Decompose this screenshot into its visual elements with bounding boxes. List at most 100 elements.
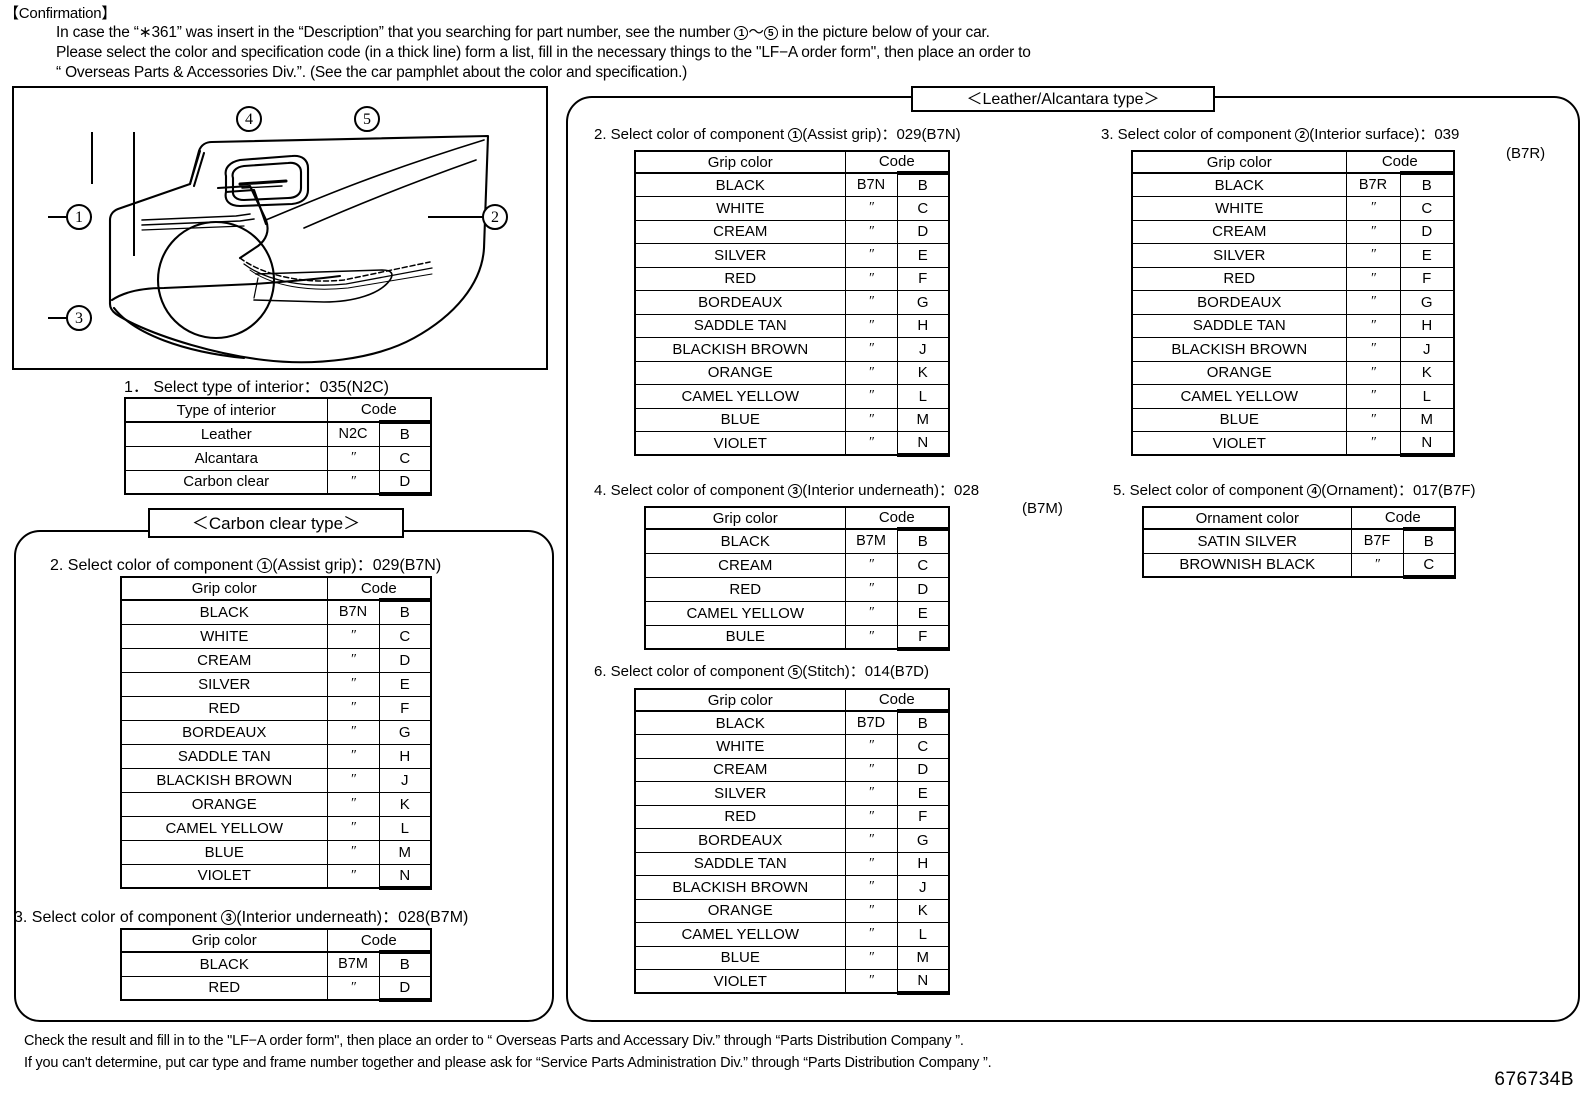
footer-notes: Check the result and fill in to the "LF−… <box>24 1030 1424 1074</box>
table-body: BLACK B7D B WHITE ″ C CREAM ″ D SILVER ″ E RED ″ F BORD… <box>634 709 950 995</box>
cell-color-name: SADDLE TAN <box>634 313 846 338</box>
cell-code-letter[interactable]: J <box>1399 337 1455 362</box>
cell-code-prefix: ″ <box>1345 360 1401 385</box>
cell-code-prefix: ″ <box>1345 313 1401 338</box>
cell-code-letter[interactable]: M <box>378 839 432 865</box>
cell-code-letter[interactable]: F <box>896 804 950 829</box>
table-row: RED ″ D <box>644 576 950 602</box>
cell-color-name: SADDLE TAN <box>120 743 328 769</box>
cell-code-letter[interactable]: B <box>896 527 950 554</box>
cell-code-letter[interactable]: D <box>896 219 950 244</box>
cell-code-letter[interactable]: L <box>896 922 950 947</box>
cell-color-name: RED <box>120 975 328 1001</box>
cell-code-letter[interactable]: D <box>378 647 432 673</box>
cell-code-prefix: B7M <box>326 951 380 977</box>
cell-code-letter[interactable]: B <box>896 709 950 735</box>
cell-code-letter[interactable]: N <box>896 431 950 457</box>
cell-code-letter[interactable]: M <box>1399 407 1455 432</box>
cell-code-letter[interactable]: B <box>378 598 432 625</box>
cell-color-name: BLACK <box>644 528 846 554</box>
col-header-code: Code <box>1345 150 1455 174</box>
circled-number-3-icon: 3 <box>788 484 803 498</box>
cell-code-letter[interactable]: E <box>378 671 432 697</box>
cell-code-prefix: ″ <box>326 469 380 495</box>
cell-color-name: CREAM <box>120 647 328 673</box>
cell-code-letter[interactable]: G <box>1399 290 1455 315</box>
leather-section-6-caption: 6. Select color of component 5 (Stitch)：0… <box>594 660 929 681</box>
cell-code-letter[interactable]: K <box>1399 360 1455 385</box>
cell-code-letter[interactable]: C <box>896 552 950 578</box>
circled-number-1-icon: 1 <box>734 26 749 40</box>
cell-color-name: SADDLE TAN <box>634 851 846 876</box>
col-header-grip-color: Grip color <box>120 576 328 601</box>
cell-code-letter[interactable]: C <box>378 445 432 471</box>
cell-code-letter[interactable]: N <box>1399 431 1455 457</box>
cell-code-letter[interactable]: K <box>378 791 432 817</box>
cell-code-letter[interactable]: H <box>896 851 950 876</box>
cell-color-name: RED <box>634 804 846 829</box>
cell-code-letter[interactable]: G <box>896 290 950 315</box>
cell-code-letter[interactable]: B <box>896 171 950 197</box>
cell-code-letter[interactable]: F <box>896 624 950 651</box>
cell-code-letter[interactable]: C <box>896 196 950 221</box>
cell-code-letter[interactable]: N <box>896 969 950 995</box>
cell-code-letter[interactable]: C <box>896 734 950 759</box>
cell-code-letter[interactable]: H <box>896 313 950 338</box>
table-row: ORANGE ″ K <box>634 360 950 385</box>
cell-code-letter[interactable]: C <box>378 623 432 649</box>
cell-code-letter[interactable]: K <box>896 360 950 385</box>
cell-code-letter[interactable]: J <box>896 337 950 362</box>
cell-code-letter[interactable]: F <box>378 695 432 721</box>
table-row: SADDLE TAN ″ H <box>120 743 432 769</box>
table-ornament-color: Ornament color Code SATIN SILVER B7F B BROW… <box>1142 506 1457 579</box>
cell-code-letter[interactable]: E <box>896 781 950 806</box>
cell-code-letter[interactable]: H <box>378 743 432 769</box>
cell-code-letter[interactable]: K <box>896 898 950 923</box>
cell-code-letter[interactable]: E <box>1399 243 1455 268</box>
cell-code-letter[interactable]: C <box>1399 196 1455 221</box>
door-trim-illustration-frame: 1 2 3 4 5 <box>12 86 548 370</box>
cell-code-prefix: ″ <box>844 624 898 650</box>
cell-code-letter[interactable]: G <box>896 828 950 853</box>
cell-code-prefix: ″ <box>844 828 898 853</box>
cell-code-letter[interactable]: M <box>896 407 950 432</box>
cell-code-prefix: B7N <box>326 599 380 625</box>
col-header-grip-color: Grip color <box>1131 150 1347 174</box>
cell-code-letter[interactable]: B <box>378 950 432 977</box>
col-header-code: Code <box>326 397 432 423</box>
cell-code-letter[interactable]: F <box>896 266 950 291</box>
cell-code-letter[interactable]: D <box>896 576 950 602</box>
cell-code-letter[interactable]: M <box>896 945 950 970</box>
table-row: RED ″ F <box>634 266 950 291</box>
section-1-caption: 1． Select type of interior：035(N2C) <box>124 379 390 396</box>
cell-code-letter[interactable]: J <box>896 875 950 900</box>
cell-color-name: SILVER <box>634 781 846 806</box>
cell-code-letter[interactable]: E <box>896 243 950 268</box>
cell-code-letter[interactable]: D <box>1399 219 1455 244</box>
header-line-3: “ Overseas Parts & Accessories Div.”. (S… <box>56 64 688 81</box>
cell-code-letter[interactable]: J <box>378 767 432 793</box>
leather-alcantara-type-tab: ＜Leather/Alcantara type＞ <box>911 86 1215 112</box>
cell-color-name: ORANGE <box>634 360 846 385</box>
cell-code-letter[interactable]: H <box>1399 313 1455 338</box>
cell-code-letter[interactable]: D <box>378 469 432 496</box>
table-row: CAMEL YELLOW ″ E <box>644 600 950 626</box>
cell-code-letter[interactable]: F <box>1399 266 1455 291</box>
cell-code-letter[interactable]: C <box>1402 552 1456 579</box>
cell-code-letter[interactable]: B <box>378 420 432 447</box>
cell-code-letter[interactable]: L <box>378 815 432 841</box>
leather-section-6-caption-post: (Stitch)：014(B7D) <box>802 663 929 680</box>
cell-code-letter[interactable]: N <box>378 863 432 890</box>
cell-code-letter[interactable]: D <box>896 757 950 782</box>
cell-color-name: BLACKISH BROWN <box>634 875 846 900</box>
cell-code-letter[interactable]: L <box>896 384 950 409</box>
col-header-code: Code <box>1350 506 1456 530</box>
table-type-of-interior: Type of interior Code Leather N2C B Alcanta… <box>124 397 433 496</box>
table-row: WHITE ″ C <box>634 734 950 759</box>
cell-code-letter[interactable]: B <box>1402 527 1456 554</box>
cell-code-letter[interactable]: L <box>1399 384 1455 409</box>
cell-code-letter[interactable]: E <box>896 600 950 626</box>
cell-code-letter[interactable]: D <box>378 975 432 1002</box>
cell-code-letter[interactable]: G <box>378 719 432 745</box>
cell-code-letter[interactable]: B <box>1399 171 1455 197</box>
